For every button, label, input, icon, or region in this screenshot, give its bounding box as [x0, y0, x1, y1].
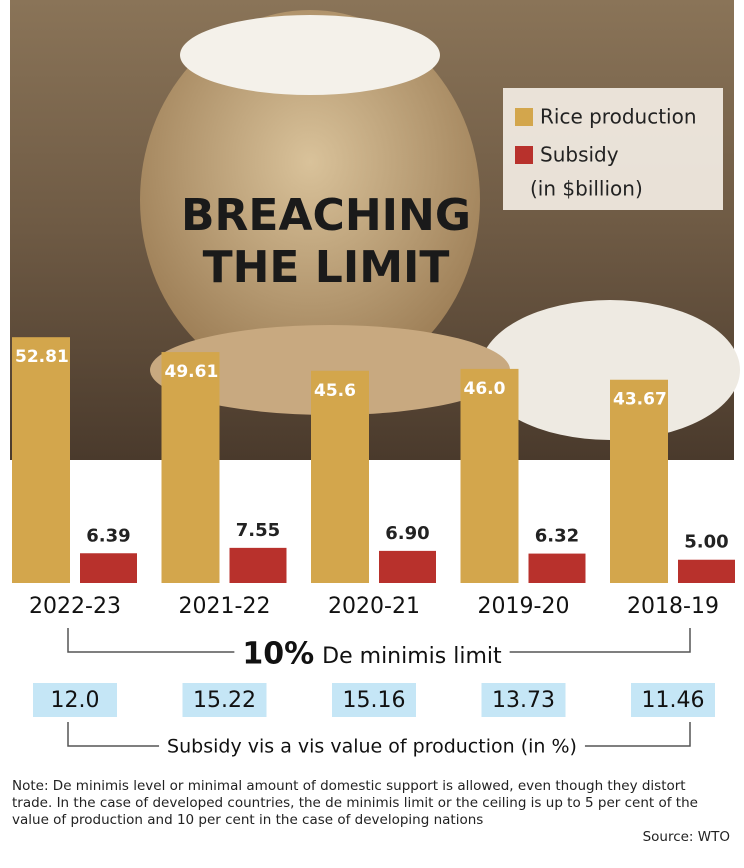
value-label: 5.00 — [684, 532, 728, 553]
bracket — [67, 628, 235, 653]
chart-title: BREACHING — [181, 190, 471, 241]
value-label: 6.39 — [86, 525, 130, 546]
ratio-value: 15.16 — [343, 688, 406, 713]
note: Note: De minimis level or minimal amount… — [12, 778, 698, 828]
bar — [161, 352, 220, 583]
bar — [678, 559, 735, 583]
ratio-box — [33, 683, 117, 717]
ratio-box — [182, 683, 267, 717]
value-label: 43.67 — [613, 390, 667, 410]
source: Source: WTO — [642, 829, 730, 845]
x-tick-label: 2019-20 — [478, 594, 570, 619]
bar — [12, 337, 70, 583]
rice — [180, 15, 440, 95]
x-tick-label: 2020-21 — [328, 594, 420, 619]
value-label: 45.6 — [314, 381, 356, 401]
legend-label: Subsidy — [540, 143, 619, 167]
bar — [460, 368, 519, 583]
legend-swatch — [515, 146, 533, 164]
bar — [528, 553, 586, 583]
de-minimis-label: De minimis limit — [322, 644, 502, 669]
ratio-label: Subsidy vis a vis value of production (i… — [167, 736, 577, 758]
x-tick-label: 2018-19 — [627, 594, 719, 619]
rice-pile — [480, 300, 740, 440]
bracket — [584, 722, 691, 747]
value-label: 6.90 — [385, 523, 429, 544]
bar — [311, 370, 369, 583]
ratio-value: 12.0 — [51, 688, 100, 713]
legend-unit: (in $billion) — [530, 177, 643, 201]
value-label: 49.61 — [165, 362, 219, 382]
value-label: 7.55 — [236, 520, 280, 541]
ratio-box — [481, 683, 566, 717]
bar — [610, 379, 668, 583]
sack — [140, 10, 480, 390]
ratio-value: 15.22 — [193, 688, 256, 713]
x-tick-label: 2021-22 — [179, 594, 271, 619]
chart-title: THE LIMIT — [203, 242, 450, 293]
bracket — [509, 628, 691, 653]
ratio-box — [631, 683, 715, 717]
legend-label: Rice production — [540, 105, 697, 129]
bar — [229, 547, 287, 583]
bracket — [67, 722, 160, 747]
value-label: 46.0 — [464, 379, 506, 399]
x-tick-label: 2022-23 — [29, 594, 121, 619]
legend-box — [503, 88, 723, 210]
ratio-box — [332, 683, 416, 717]
value-label: 6.32 — [535, 526, 579, 547]
de-minimis-value: 10% — [242, 637, 314, 672]
value-label: 52.81 — [15, 347, 69, 367]
scoop — [150, 325, 510, 415]
ratio-value: 13.73 — [492, 688, 555, 713]
ratio-value: 11.46 — [642, 688, 705, 713]
legend-swatch — [515, 108, 533, 126]
bar — [80, 553, 137, 583]
bar — [379, 550, 436, 583]
